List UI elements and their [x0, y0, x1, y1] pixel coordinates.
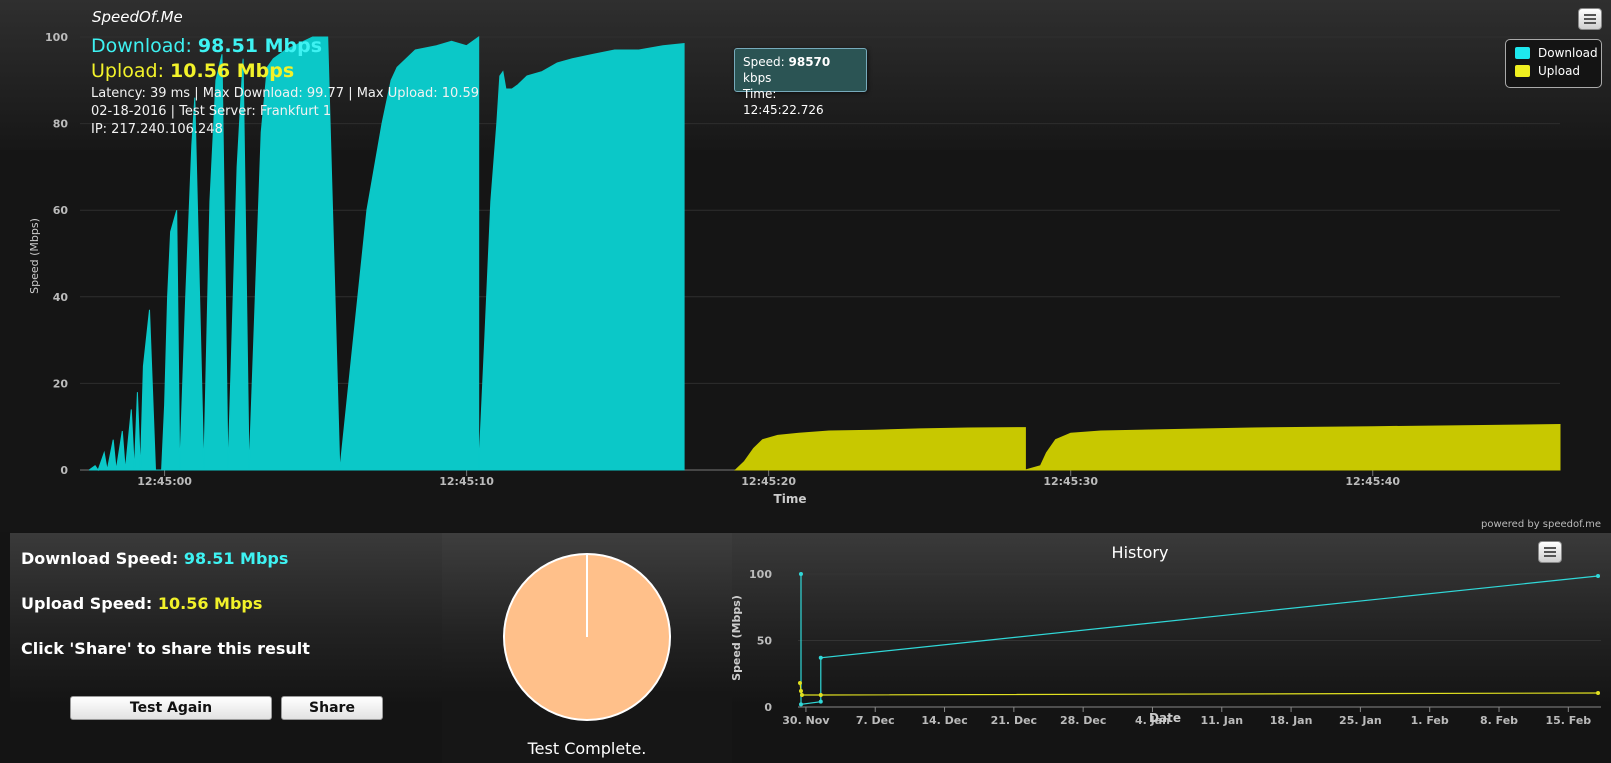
upload-speed-label: Upload Speed:	[21, 594, 153, 613]
history-line-upload	[799, 683, 1599, 696]
progress-gauge-panel: Test Complete.	[442, 533, 732, 763]
y-axis-title: Speed (Mbps)	[732, 595, 743, 681]
y-tick-label: 50	[757, 635, 773, 648]
history-point-upload	[818, 693, 823, 698]
tooltip-time-value: 12:45:22.726	[743, 103, 824, 117]
latency-info: Latency: 39 ms | Max Download: 99.77 | M…	[91, 86, 479, 101]
y-tick-label: 20	[53, 377, 69, 390]
legend-label-download: Download	[1538, 46, 1598, 60]
history-point-upload	[799, 693, 804, 698]
speed-chart-panel: 0 20 40 60 80 100 12:45:00 12:45:10 12:45:20 12:4…	[0, 0, 1611, 532]
stats-panel: Download Speed: 98.51 Mbps Upload Speed:…	[10, 533, 442, 763]
y-tick-label: 80	[53, 118, 69, 131]
legend-swatch-download	[1515, 47, 1530, 59]
history-line-download	[800, 574, 1599, 705]
download-speed-label: Download Speed:	[21, 549, 179, 568]
history-point-download	[818, 655, 823, 660]
result-summary: Download: 98.51 Mbps Upload: 10.56 Mbps …	[91, 37, 479, 141]
download-speed-value: 98.51 Mbps	[183, 549, 289, 568]
share-button[interactable]: Share	[281, 696, 383, 720]
x-axis-title: Date	[1149, 711, 1181, 725]
history-point-upload	[1596, 691, 1601, 696]
history-title: History	[1112, 543, 1169, 562]
x-tick-label: 30. Nov	[782, 714, 830, 727]
x-tick-label: 11. Jan	[1200, 714, 1243, 727]
download-summary: Download: 98.51 Mbps	[91, 37, 479, 62]
upload-summary: Upload: 10.56 Mbps	[91, 62, 479, 87]
history-point-upload	[797, 681, 802, 686]
y-tick-label: 100	[749, 568, 772, 581]
y-tick-label: 100	[45, 31, 68, 44]
tooltip-time-label: Time:	[743, 87, 777, 101]
tooltip-speed-label: Speed:	[743, 55, 785, 69]
history-point-upload	[798, 689, 803, 694]
series-area-upload	[734, 423, 1561, 471]
x-tick-label: 8. Feb	[1480, 714, 1518, 727]
x-tick-label: 28. Dec	[1060, 714, 1106, 727]
history-point-download	[1596, 573, 1601, 578]
download-summary-label: Download:	[91, 35, 192, 57]
share-hint: Click 'Share' to share this result	[21, 639, 310, 658]
ip-info: IP: 217.240.106.248	[91, 122, 223, 137]
legend-item-download[interactable]: Download	[1515, 45, 1598, 61]
history-panel: History 0 50 100 30. Nov 7. Dec 14. Dec 21. Dec…	[732, 533, 1611, 763]
y-tick-label: 60	[53, 204, 69, 217]
x-tick-label: 12:45:40	[1345, 475, 1400, 488]
x-tick-label: 12:45:10	[439, 475, 494, 488]
test-again-button[interactable]: Test Again	[70, 696, 272, 720]
x-tick-label: 18. Jan	[1270, 714, 1313, 727]
legend-swatch-upload	[1515, 65, 1530, 77]
speed-chart: 0 20 40 60 80 100 12:45:00 12:45:10 12:45:20 12:4…	[28, 31, 1561, 506]
y-axis-title: Speed (Mbps)	[28, 218, 41, 294]
x-tick-label: 12:45:30	[1043, 475, 1098, 488]
upload-speed-stat: Upload Speed: 10.56 Mbps	[21, 594, 262, 613]
chart-menu-button[interactable]	[1578, 8, 1602, 30]
y-tick-label: 0	[764, 701, 772, 714]
tooltip-speed-unit: kbps	[743, 71, 772, 85]
x-tick-label: 7. Dec	[856, 714, 895, 727]
powered-by-link[interactable]: powered by speedof.me	[1480, 519, 1601, 530]
progress-gauge	[503, 553, 671, 721]
x-tick-label: 1. Feb	[1411, 714, 1449, 727]
x-tick-label: 4. Jan	[1135, 714, 1170, 727]
chart-legend: Download Upload	[1505, 39, 1602, 88]
hamburger-menu-icon	[1584, 14, 1596, 16]
tooltip-time: Time: 12:45:22.726	[743, 86, 858, 118]
tooltip-speed: Speed: 98570 kbps	[743, 54, 858, 86]
series-area-download	[88, 36, 685, 472]
brand-logo: SpeedOf.Me	[92, 8, 183, 26]
x-axis-title: Time	[774, 492, 807, 506]
history-point-download	[798, 702, 803, 707]
legend-label-upload: Upload	[1538, 64, 1581, 78]
history-chart: History 0 50 100 30. Nov 7. Dec 14. Dec 21. Dec…	[732, 543, 1601, 727]
history-point-download	[798, 572, 803, 576]
upload-summary-label: Upload:	[91, 60, 164, 82]
chart-tooltip: Speed: 98570 kbps Time: 12:45:22.726	[734, 48, 867, 117]
upload-summary-value: 10.56 Mbps	[170, 60, 295, 82]
server-info: 02-18-2016 | Test Server: Frankfurt 1	[91, 104, 332, 119]
x-tick-label: 12:45:20	[741, 475, 796, 488]
legend-item-upload[interactable]: Upload	[1515, 63, 1580, 79]
hamburger-menu-icon	[1544, 547, 1556, 549]
history-point-download	[818, 699, 823, 704]
x-tick-label: 25. Jan	[1339, 714, 1382, 727]
download-speed-stat: Download Speed: 98.51 Mbps	[21, 549, 288, 568]
test-status-label: Test Complete.	[527, 739, 647, 758]
x-tick-label: 14. Dec	[921, 714, 967, 727]
download-summary-value: 98.51 Mbps	[197, 35, 323, 57]
x-tick-label: 15. Feb	[1545, 714, 1591, 727]
x-tick-label: 12:45:00	[137, 475, 192, 488]
y-tick-label: 40	[53, 291, 69, 304]
upload-speed-value: 10.56 Mbps	[157, 594, 263, 613]
history-menu-button[interactable]	[1538, 541, 1562, 563]
x-tick-label: 21. Dec	[991, 714, 1037, 727]
y-tick-label: 0	[60, 464, 68, 477]
tooltip-speed-value: 98570	[788, 55, 831, 69]
